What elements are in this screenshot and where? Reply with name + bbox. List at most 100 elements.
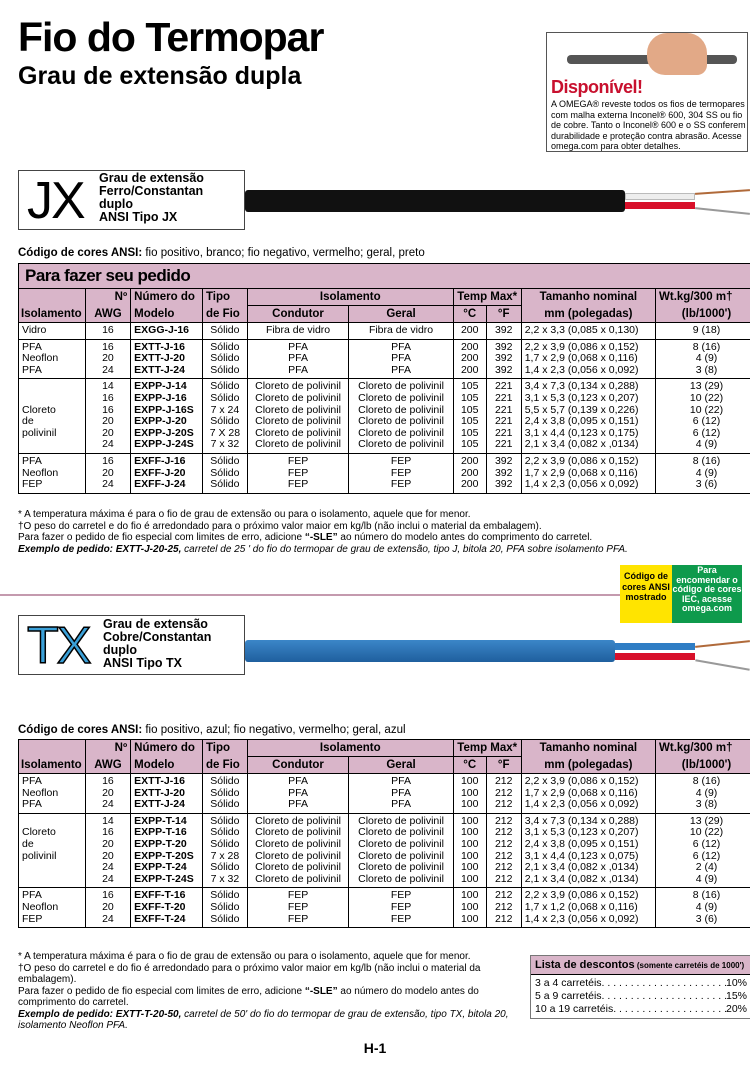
table-row: Neoflon 20 EXFF-J-20 Sólido FEP FEP 200 392 1,7 …: [18, 467, 750, 480]
table-cell: Sólido: [201, 798, 248, 814]
table-title: Para fazer seu pedido: [18, 263, 750, 289]
col-tamanho: Tamanho nominal: [520, 288, 657, 306]
table-cell: 2,4 x 3,8 (0,095 x 0,151): [520, 838, 657, 851]
table-cell: 20: [84, 838, 132, 851]
table-cell: 212: [485, 873, 522, 888]
tx-footnotes: * A temperatura máxima é para o fio de g…: [18, 951, 523, 1032]
page-subtitle: Grau de extensão dupla: [18, 62, 302, 90]
jx-order-table: Para fazer seu pedido Isolamento Nº Núme…: [18, 263, 750, 494]
table-cell: 20: [84, 416, 132, 428]
table-cell: 3 (6): [655, 913, 750, 928]
table-cell: [18, 862, 86, 874]
iec-badge[interactable]: Para encomendar o código de cores IEC, a…: [672, 565, 742, 623]
table-cell: 100: [452, 813, 487, 828]
table-row: FEP 24 EXFF-J-24 Sólido FEP FEP 200 392 1,4 x 2,…: [18, 478, 750, 494]
table-cell: 2 (4): [655, 862, 750, 874]
table-cell: 1,4 x 2,3 (0,056 x 0,092): [520, 478, 657, 494]
table-cell: 4 (9): [655, 353, 750, 365]
table-cell: Sólido: [201, 887, 248, 902]
table-row: Neoflon 20 EXTT-J-20 Sólido PFA PFA 200 392 1,7 …: [18, 353, 750, 365]
desc-line: duplo: [99, 197, 134, 211]
table-cell: FEP: [348, 453, 454, 468]
table-cell: 24: [84, 913, 132, 928]
table-cell: 3,1 x 4,4 (0,123 x 0,175): [520, 427, 657, 440]
discount-row: 10 a 19 carretéis. . . . . . . . . . . .…: [535, 1003, 747, 1015]
table-cell: PFA: [18, 887, 86, 902]
ansi-badge: Código de cores ANSI mostrado: [620, 565, 672, 623]
table-cell: 24: [84, 364, 132, 379]
table-cell: 3,4 x 7,3 (0,134 x 0,288): [520, 378, 657, 393]
table-cell: 16: [84, 322, 132, 340]
table-cell: 1,7 x 2,9 (0,068 x 0,116): [520, 787, 657, 800]
col-condutor: Condutor: [246, 756, 350, 774]
table-cell: 6 (12): [655, 427, 750, 440]
table-cell: Sólido: [201, 901, 248, 914]
table-cell: 24: [84, 798, 132, 814]
tx-description: Grau de extensão Cobre/Constantan duplo …: [103, 618, 211, 670]
table-cell: 6 (12): [655, 838, 750, 851]
col-awg: AWG: [84, 756, 132, 774]
table-cell: 3 (8): [655, 798, 750, 814]
table-cell: 212: [485, 862, 522, 874]
silver-conductor: [695, 207, 750, 215]
table-cell: 8 (16): [655, 453, 750, 468]
table-cell: 200: [452, 322, 487, 340]
col-isolamento: Isolamento: [18, 739, 86, 774]
table-cell: 16: [84, 339, 132, 354]
table-cell: 24: [84, 478, 132, 494]
table-cell: 392: [485, 339, 522, 354]
table-cell: Cloreto de polivinil: [348, 827, 454, 839]
table-cell: EXPP-T-16: [130, 827, 203, 839]
table-cell: de: [18, 838, 86, 851]
col-numero: Número do: [130, 288, 203, 306]
table-cell: 200: [452, 339, 487, 354]
table-cell: Cloreto de polivinil: [348, 838, 454, 851]
table-cell: Cloreto de polivinil: [348, 813, 454, 828]
tx-cable-image: [245, 640, 615, 662]
table-cell: 16: [84, 827, 132, 839]
table-cell: 100: [452, 913, 487, 928]
table-cell: EXPP-T-14: [130, 813, 203, 828]
col-geral: Geral: [348, 756, 454, 774]
table-cell: 3,1 x 4,4 (0,123 x 0,075): [520, 850, 657, 863]
table-row: PFA 16 EXFF-J-16 Sólido FEP FEP 200 392 2,2 x 3,…: [18, 453, 750, 468]
table-cell: Cloreto de polivinil: [348, 416, 454, 428]
table-cell: FEP: [246, 478, 350, 494]
table-cell: PFA: [18, 798, 86, 814]
table-cell: EXPP-J-16: [130, 392, 203, 405]
table-cell: Cloreto de polivinil: [246, 392, 350, 405]
table-cell: FEP: [246, 887, 350, 902]
desc-line: ANSI Tipo TX: [103, 656, 182, 670]
table-cell: PFA: [246, 339, 350, 354]
table-cell: 4 (9): [655, 873, 750, 888]
col-tempmax: Temp Max*: [452, 288, 522, 306]
table-cell: Cloreto de polivinil: [246, 813, 350, 828]
row-group: Vidro 16 EXGG-J-16 Sólido Fibra de vidro Fibr…: [18, 322, 750, 340]
table-row: 24 EXPP-T-24S 7 x 32 Cloreto de polivinil Cl…: [18, 873, 750, 888]
table-cell: Fibra de vidro: [348, 322, 454, 340]
tx-code: TX: [26, 617, 92, 675]
table-cell: 100: [452, 862, 487, 874]
desc-line: duplo: [103, 643, 138, 657]
copper-conductor: [695, 640, 750, 648]
table-cell: EXPP-J-14: [130, 378, 203, 393]
promo-text: A OMEGA® reveste todos os fios de termop…: [551, 99, 746, 151]
table-cell: 24: [84, 862, 132, 874]
table-cell: 10 (22): [655, 392, 750, 405]
table-cell: 16: [84, 453, 132, 468]
table-cell: FEP: [348, 478, 454, 494]
col-modelo: Modelo: [130, 305, 203, 323]
white-wire-image: [625, 193, 695, 200]
table-cell: PFA: [348, 798, 454, 814]
col-tempmax: Temp Max*: [452, 739, 522, 757]
table-row: polivinil 20 EXPP-J-20S 7 X 28 Cloreto de po…: [18, 427, 750, 440]
col-c: °C: [452, 305, 487, 323]
table-cell: 212: [485, 838, 522, 851]
table-cell: 105: [452, 378, 487, 393]
table-cell: EXFF-J-24: [130, 478, 203, 494]
table-cell: 1,4 x 2,3 (0,056 x 0,092): [520, 364, 657, 379]
table-cell: 24: [84, 439, 132, 454]
table-cell: 221: [485, 392, 522, 405]
table-cell: Cloreto de polivinil: [348, 404, 454, 417]
table-cell: Sólido: [201, 838, 248, 851]
